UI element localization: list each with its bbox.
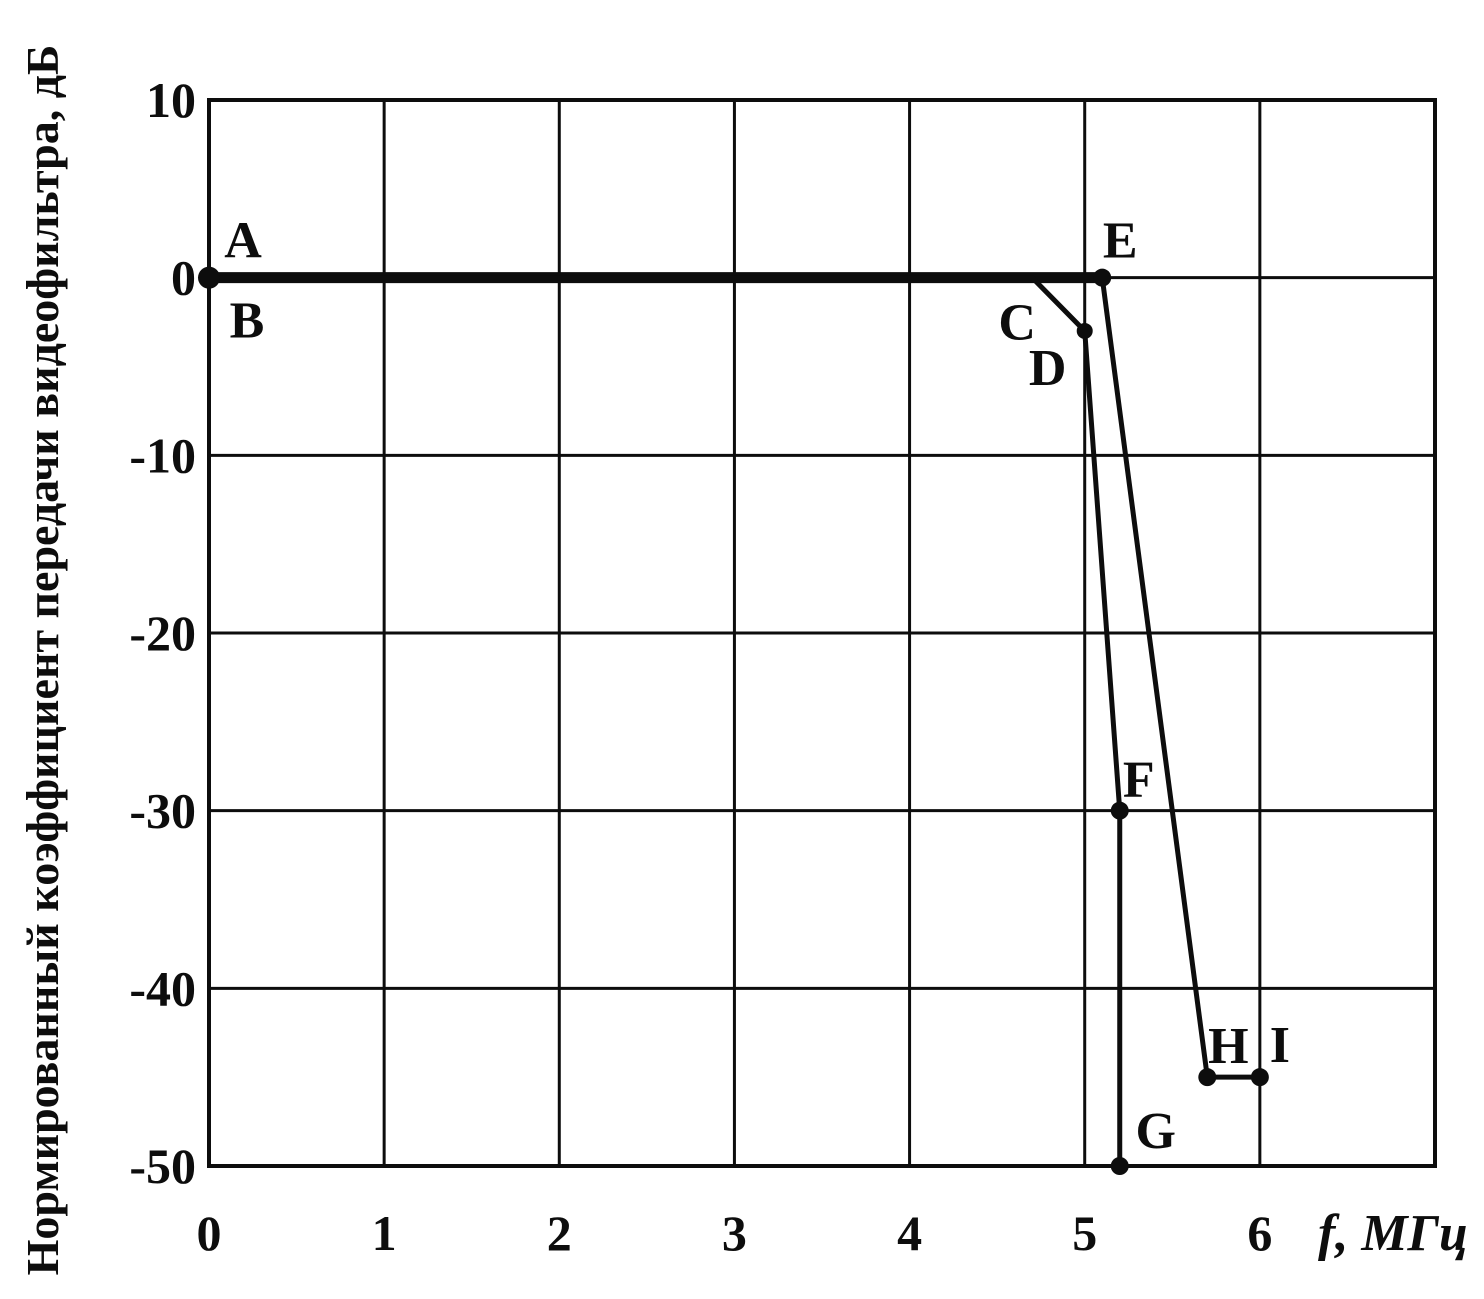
- y-axis-label: Нормированный коэффициент передачи видео…: [17, 45, 68, 1276]
- point-label-G: G: [1136, 1103, 1176, 1160]
- x-tick-5: 5: [1072, 1205, 1097, 1261]
- point-label-F: F: [1123, 752, 1155, 809]
- marker-AB: [198, 266, 220, 289]
- point-label-B: B: [230, 293, 265, 350]
- x-tick-labels: 0 1 2 3 4 5 6: [197, 1205, 1273, 1261]
- y-tick-labels: 10 0 -10 -20 -30 -40 -50: [129, 72, 196, 1194]
- point-labels: AB CD E F GH I: [224, 213, 1290, 1160]
- x-tick-4: 4: [897, 1205, 922, 1261]
- point-label-D: D: [1029, 340, 1067, 397]
- point-markers: [198, 266, 1269, 1175]
- point-label-C: C: [998, 295, 1036, 352]
- series-upper-limit-stopband: [1099, 277, 1260, 1080]
- marker-D: [1076, 322, 1093, 339]
- x-tick-1: 1: [372, 1205, 397, 1261]
- y-tick-0: 0: [171, 250, 196, 306]
- point-label-I: I: [1270, 1017, 1290, 1074]
- y-tick-10: 10: [146, 72, 196, 128]
- y-tick--40: -40: [129, 960, 196, 1016]
- marker-E: [1093, 268, 1112, 287]
- y-tick--20: -20: [129, 605, 196, 661]
- point-label-A: A: [224, 213, 262, 270]
- x-tick-3: 3: [722, 1205, 747, 1261]
- gridlines: [209, 100, 1435, 1166]
- y-tick--30: -30: [129, 783, 196, 839]
- x-tick-2: 2: [547, 1205, 572, 1261]
- marker-G: [1110, 1157, 1129, 1175]
- marker-I: [1250, 1068, 1269, 1087]
- series-lower-limit: [209, 275, 1123, 1166]
- x-tick-0: 0: [197, 1205, 222, 1261]
- y-tick--10: -10: [129, 427, 196, 483]
- x-tick-6: 6: [1247, 1205, 1272, 1261]
- y-tick--50: -50: [129, 1138, 196, 1194]
- plot-frame: [207, 98, 1437, 1168]
- point-label-H: H: [1208, 1018, 1248, 1075]
- marker-F: [1110, 801, 1129, 820]
- x-axis-label: f, МГц: [1318, 1205, 1468, 1262]
- marker-H: [1198, 1068, 1217, 1087]
- point-label-E: E: [1103, 213, 1138, 270]
